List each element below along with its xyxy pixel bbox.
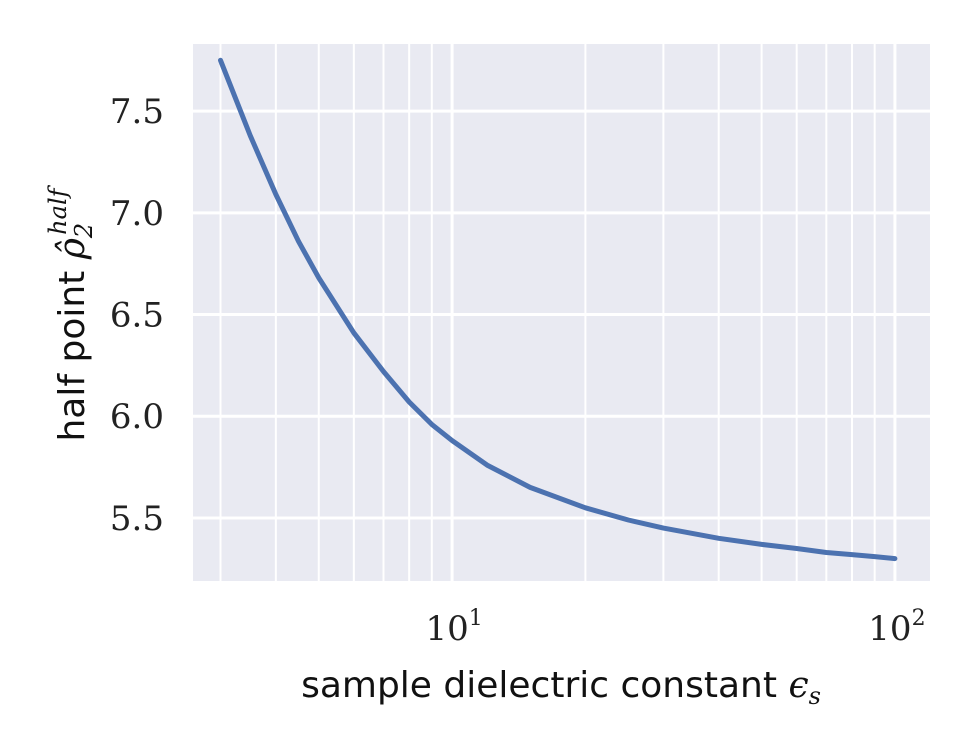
minor-gridlines xyxy=(219,44,876,581)
x-axis-label: sample dielectric constant ϵs xyxy=(301,665,821,710)
x-tick-labels: 101 102 xyxy=(425,606,925,649)
x-tick-label: 101 xyxy=(425,606,482,649)
y-tick-label: 6.5 xyxy=(110,296,164,336)
y-axis-label: half point ρ̂2half xyxy=(44,184,98,441)
series-line xyxy=(218,57,898,562)
major-gridlines xyxy=(193,44,930,581)
y-tick-label: 7.5 xyxy=(110,92,164,132)
y-tick-labels: 5.5 6.0 6.5 7.0 7.5 xyxy=(110,92,164,539)
y-tick-label: 6.0 xyxy=(110,397,164,437)
x-tick-label: 102 xyxy=(868,606,925,649)
series-layer xyxy=(218,57,898,562)
y-tick-label: 7.0 xyxy=(110,194,164,234)
y-tick-label: 5.5 xyxy=(110,499,164,539)
plot-area xyxy=(193,44,930,581)
